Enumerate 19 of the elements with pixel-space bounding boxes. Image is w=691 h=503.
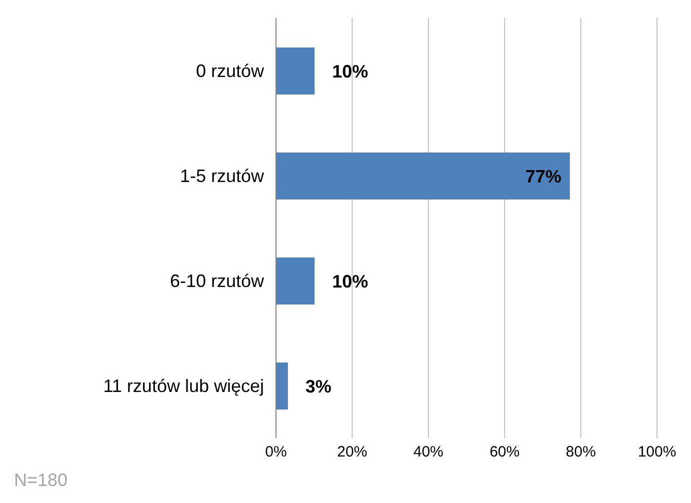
- x-tick-label: 20%: [337, 444, 368, 461]
- bar: [276, 362, 288, 410]
- x-tick-label: 40%: [413, 444, 444, 461]
- bar: [276, 48, 315, 94]
- x-tick-label: 100%: [638, 444, 676, 461]
- bar: [276, 152, 570, 200]
- data-label: 77%: [525, 166, 562, 186]
- y-tick-label: 11 rzutów lub więcej: [103, 376, 264, 396]
- data-label: 3%: [305, 376, 332, 396]
- bar: [276, 258, 315, 304]
- y-tick-label: 1-5 rzutów: [180, 166, 265, 186]
- x-tick-label: 0%: [265, 444, 287, 461]
- text: N=180: [14, 470, 68, 491]
- y-tick-label: 6-10 rzutów: [170, 270, 265, 291]
- x-tick-label: 60%: [490, 444, 520, 461]
- y-tick-label: 0 rzutów: [196, 60, 265, 81]
- data-label: 10%: [332, 61, 368, 82]
- data-label: 10%: [332, 271, 368, 292]
- x-tick-label: 80%: [566, 444, 596, 461]
